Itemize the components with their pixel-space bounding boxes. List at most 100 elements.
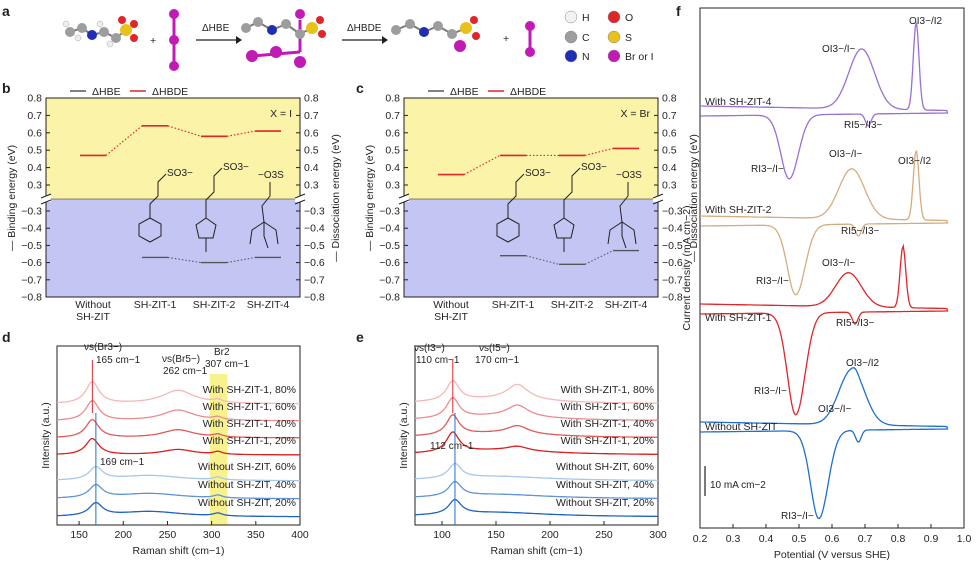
cv-annotation-14: RI3−/I−	[781, 511, 814, 522]
xtick-label: 150	[70, 529, 88, 541]
series-label-7: Without SH-ZIT, 20%	[556, 497, 654, 509]
propyl-chain	[507, 173, 525, 218]
zwitterion-molecule	[62, 16, 138, 48]
cv-annotation-10: RI5−/I3−	[836, 318, 875, 329]
series-label-5: Without SH-ZIT, 60%	[556, 461, 654, 473]
panel-label-c: c	[356, 80, 364, 96]
y-axis-label-left: — Binding energy (eV)	[6, 145, 18, 251]
molecular-structures	[496, 167, 637, 252]
xtick-label: 0.8	[891, 533, 906, 545]
spectrum-4	[56, 437, 300, 456]
annotation-169: 169 cm−1	[100, 457, 145, 468]
xtick-label: 0.4	[759, 533, 774, 545]
xtick-label: 300	[203, 529, 221, 541]
series-label-2: With SH-ZIT-1, 60%	[203, 401, 296, 413]
cv-annotation-12: OI3−/I2	[846, 358, 880, 369]
propyl-chain	[205, 167, 223, 218]
series-label-5: Without SH-ZIT, 60%	[198, 461, 296, 473]
bde-connector	[584, 147, 614, 157]
atom-legend: HCN OS Br or I	[564, 10, 654, 63]
break-gap	[295, 196, 305, 202]
annotation-i3: νs(I3−)	[414, 343, 445, 354]
pyridinium-ring	[138, 217, 162, 243]
spectrum-1	[56, 380, 300, 405]
cv-curve-4	[700, 367, 949, 519]
ytick-right-label: 0.8	[304, 93, 319, 105]
ytick-right-label: −0.3	[304, 206, 325, 218]
cv-series-label-3: With SH-ZIT-1	[705, 312, 772, 324]
cv-annotation-4: RI3−/I−	[751, 164, 784, 175]
series-label-4: With SH-ZIT-1, 20%	[561, 435, 654, 447]
ytick-left-label: 0.8	[27, 93, 42, 105]
panel-e: e 100 150 200 250 300 Raman shift (cm−1) Inten…	[356, 329, 667, 557]
annotation-br3: νs(Br3−)	[84, 342, 122, 353]
ytick-right-label: −0.5	[662, 240, 683, 252]
break-mark	[652, 199, 664, 205]
atom-legend-marker-o	[607, 10, 621, 24]
x-axis-label: Potential (V versus SHE)	[774, 549, 890, 561]
scale-bar-label: 10 mA cm−2	[710, 480, 766, 491]
annotation-170: 170 cm−1	[475, 355, 520, 366]
break-gap	[41, 196, 51, 202]
cv-annotation-9: OI3−/I−	[822, 258, 856, 269]
ytick-right-label: 0.6	[662, 127, 677, 139]
xtick-label: 400	[291, 529, 309, 541]
spectrum-4	[414, 431, 658, 455]
cv-annotation-8: RI3−/I−	[756, 276, 789, 287]
ytick-left-label: −0.5	[379, 240, 400, 252]
xtick-label: 200	[541, 529, 559, 541]
series-label-7: Without SH-ZIT, 20%	[198, 497, 296, 509]
category-label: SH-ZIT-4	[247, 299, 290, 311]
category-label: SH-ZIT-2	[193, 299, 236, 311]
cv-curve-3	[700, 243, 949, 416]
arrow-binding: ΔHBE	[196, 23, 242, 44]
xtick-label: 300	[649, 529, 667, 541]
ammonium-chains	[607, 182, 637, 249]
atom-legend-label-c: C	[582, 32, 590, 44]
atom-legend-marker-h	[564, 10, 578, 24]
xtick-label: 0.6	[825, 533, 840, 545]
ytick-right-label: 0.8	[662, 93, 677, 105]
category-label: SH-ZIT	[434, 311, 468, 323]
ytick-right-label: 0.7	[304, 110, 319, 122]
panel-label-e: e	[356, 329, 364, 345]
legend-label-bde: ΔHBDE	[152, 86, 188, 98]
be-connector	[525, 255, 560, 265]
ytick-left-label: −0.4	[21, 223, 42, 235]
ytick-left-label: 0.4	[27, 162, 42, 174]
series-label-1: With SH-ZIT-1, 80%	[561, 384, 654, 396]
break-mark	[398, 199, 410, 205]
ytick-right-label: −0.7	[662, 274, 683, 286]
break-gap	[399, 196, 409, 202]
annotation-110: 110 cm−1	[416, 355, 460, 366]
cv-series-label-1: With SH-ZIT-4	[705, 96, 772, 108]
ytick-left-label: −0.7	[21, 274, 42, 286]
ytick-right-label: −0.7	[304, 274, 325, 286]
ammonium-chains	[249, 182, 279, 249]
plus-sign-2: +	[503, 33, 509, 45]
series-label-3: With SH-ZIT-1, 40%	[203, 418, 296, 430]
category-label: Without	[75, 299, 111, 311]
ytick-left-label: −0.8	[379, 292, 400, 304]
category-label: SH-ZIT-2	[551, 299, 594, 311]
cv-curve-2	[700, 150, 949, 296]
be-connector	[584, 250, 614, 265]
sulfonate-label-3: −O3S	[258, 170, 284, 181]
category-label: Without	[433, 299, 469, 311]
annotation-262: 262 cm−1	[163, 366, 208, 377]
cv-annotation-7: RI5−/I3−	[841, 226, 880, 237]
ytick-left-label: −0.5	[21, 240, 42, 252]
spectrum-2	[414, 397, 659, 421]
ytick-right-label: 0.6	[304, 127, 319, 139]
ytick-left-label: 0.6	[27, 127, 42, 139]
xtick-label: 1.0	[957, 533, 972, 545]
propyl-chain	[149, 173, 167, 218]
ytick-left-label: −0.3	[379, 206, 400, 218]
sulfonate-label-3: −O3S	[616, 170, 642, 181]
spectrum-7	[56, 501, 300, 518]
plus-sign: +	[150, 35, 156, 47]
spectrum-5	[56, 465, 300, 482]
category-label: SH-ZIT-1	[134, 299, 177, 311]
ytick-left-label: −0.7	[379, 274, 400, 286]
cv-annotation-13: OI3−/I−	[818, 404, 852, 415]
